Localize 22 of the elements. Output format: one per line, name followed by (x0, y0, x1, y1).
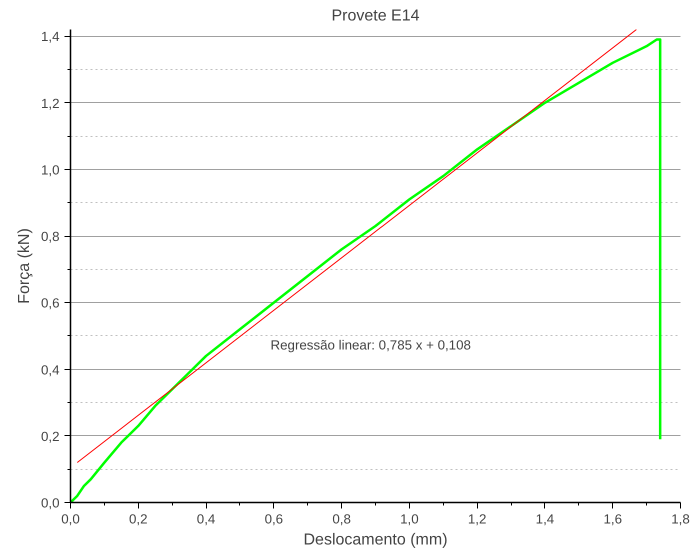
x-tick-label: 0,6 (264, 512, 284, 526)
x-axis-title: Deslocamento (mm) (303, 532, 448, 548)
x-tick-label: 0,8 (332, 512, 351, 526)
x-tick-label: 0,0 (61, 512, 80, 526)
x-tick-label: 0,2 (129, 512, 148, 526)
x-tick-label: 1,6 (603, 512, 622, 526)
y-tick-label: 1,4 (40, 29, 60, 44)
y-tick-label: 1,2 (40, 96, 60, 111)
y-tick-label: 0,2 (40, 428, 60, 444)
y-axis-title: Força (kN) (16, 228, 33, 304)
x-tick-label: 0,4 (196, 512, 216, 526)
x-tick-label: 1,4 (536, 512, 555, 526)
x-tick-label: 1,2 (468, 512, 486, 526)
x-tick-label: 1,0 (400, 512, 419, 526)
x-tick-label: 1,8 (671, 512, 690, 526)
y-tick-label: 0,4 (40, 362, 60, 378)
y-tick-label: 0,0 (40, 496, 60, 510)
y-tick-label: 0,6 (40, 296, 60, 311)
annotation: Regressão linear: 0,785 x + 0,108 (270, 338, 471, 352)
y-tick-label: 0,8 (40, 229, 60, 244)
y-tick-label: 1,0 (40, 162, 60, 178)
chart-title: Provete E14 (331, 8, 420, 24)
